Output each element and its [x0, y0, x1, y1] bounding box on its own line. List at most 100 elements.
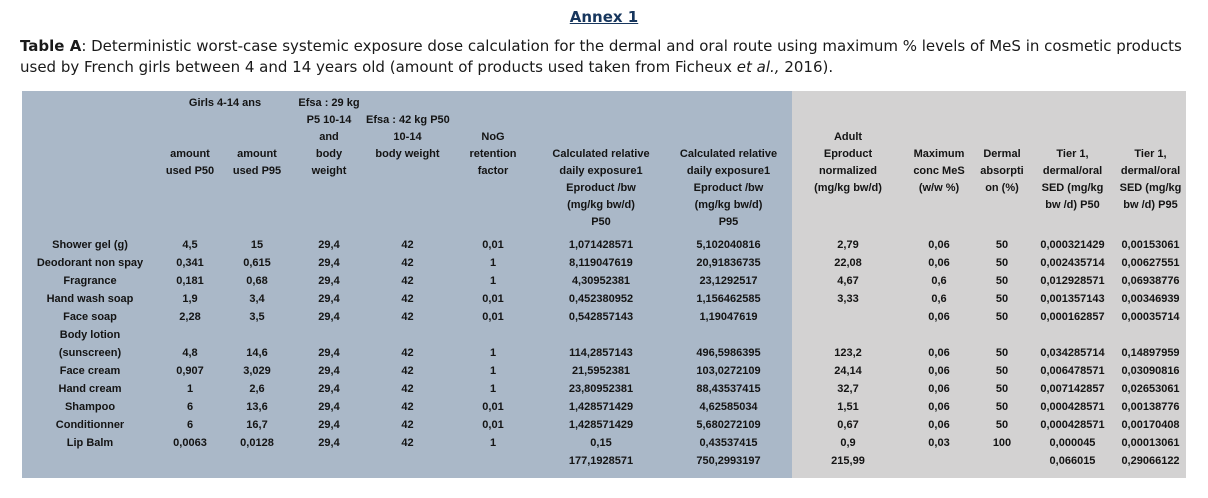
- value-cell: 0,06: [928, 257, 950, 269]
- value-cell: 4,5: [182, 239, 198, 251]
- value-cell: 0,341: [176, 257, 204, 269]
- value-cell: 0,006478571: [1040, 365, 1105, 377]
- value-cell: 42: [401, 275, 414, 287]
- value-cell: 50: [995, 419, 1009, 431]
- product-label: Face soap: [63, 311, 117, 323]
- header-amount-used-p95: amount used P95: [232, 148, 282, 177]
- value-cell: 2,28: [179, 311, 201, 323]
- value-cell: 4,62585034: [699, 401, 758, 413]
- value-cell: 0,06938776: [1121, 275, 1180, 287]
- header-adult-eproduct-normalized: Adult Eproduct normalized (mg/kg bw/d): [814, 131, 882, 194]
- value-cell: 0,012928571: [1040, 275, 1105, 287]
- value-cell: 42: [401, 347, 414, 359]
- value-cell: 4,8: [182, 347, 198, 359]
- header-tier1-sed-p50: Tier 1, dermal/oral SED (mg/kg bw /d) P5…: [1041, 148, 1104, 211]
- value-cell: 13,6: [246, 401, 268, 413]
- value-cell: 42: [401, 401, 414, 413]
- value-cell: 1: [489, 365, 497, 377]
- value-cell: 0,29066122: [1121, 455, 1180, 467]
- value-cell: 5,102040816: [696, 239, 761, 251]
- value-cell: 14,6: [246, 347, 268, 359]
- caption-italic: et al.,: [736, 58, 780, 76]
- value-cell: 42: [401, 239, 414, 251]
- value-cell: 0,00627551: [1121, 257, 1180, 269]
- value-cell: 0,002435714: [1040, 257, 1105, 269]
- value-cell: 1,071428571: [568, 239, 634, 251]
- value-cell: 3,33: [837, 293, 859, 305]
- value-cell: 6: [186, 401, 194, 413]
- value-cell: 1: [489, 383, 497, 395]
- value-cell: 750,2993197: [696, 455, 761, 467]
- header-maximum-conc-mes: Maximum conc MeS (w/w %): [913, 148, 965, 194]
- product-label: Face cream: [59, 365, 121, 377]
- value-cell: 0,03: [928, 437, 950, 449]
- value-cell: 42: [401, 293, 414, 305]
- value-cell: 29,4: [318, 275, 340, 287]
- row-shampoo: Shampoo 6 13,6 29,4 42 0,01 1,428571429 4,62585…: [22, 398, 1186, 416]
- value-cell: 0,000045: [1049, 437, 1096, 449]
- value-cell: 32,7: [837, 383, 859, 395]
- header-efsa-29kg-body-weight: Efsa : 29 kg P5 10-14 and body weight: [298, 97, 360, 177]
- value-cell: 6: [186, 419, 194, 431]
- value-cell: 0,00013061: [1121, 437, 1180, 449]
- value-cell: 0,06: [928, 347, 950, 359]
- value-cell: 1,9: [182, 293, 198, 305]
- value-cell: 0,007142857: [1040, 383, 1105, 395]
- value-cell: 0,00153061: [1121, 239, 1180, 251]
- value-cell: 42: [401, 257, 414, 269]
- value-cell: 123,2: [834, 347, 862, 359]
- value-cell: 1: [489, 257, 497, 269]
- exposure-table: Girls 4-14 ans amount used P50 amount use…: [22, 91, 1186, 478]
- product-label: Shower gel (g): [52, 239, 128, 251]
- value-cell: 0,06: [928, 365, 950, 377]
- header-nog-retention-factor: NoG retention factor: [469, 131, 517, 177]
- value-cell: 177,1928571: [568, 455, 634, 467]
- value-cell: 4,67: [837, 275, 859, 287]
- row-hand-cream: Hand cream 1 2,6 29,4 42 1 23,80952381 88,43537…: [22, 380, 1186, 398]
- value-cell: 0,43537415: [699, 437, 758, 449]
- value-cell: 29,4: [318, 419, 340, 431]
- value-cell: 0,001357143: [1040, 293, 1105, 305]
- value-cell: 0,01: [482, 401, 504, 413]
- value-cell: 29,4: [318, 311, 340, 323]
- value-cell: 2,79: [837, 239, 859, 251]
- row-deodorant: Deodorant non spay 0,341 0,615 29,4 42 1 8,119…: [22, 254, 1186, 272]
- value-cell: 50: [995, 347, 1009, 359]
- value-cell: 0,000428571: [1040, 419, 1105, 431]
- value-cell: 42: [401, 383, 414, 395]
- value-cell: 5,680272109: [696, 419, 761, 431]
- value-cell: 0,03090816: [1121, 365, 1180, 377]
- value-cell: 114,2857143: [569, 347, 633, 359]
- row-face-soap: Face soap 2,28 3,5 29,4 42 0,01 0,542857143 1,1…: [22, 308, 1186, 326]
- value-cell: 50: [995, 401, 1009, 413]
- value-cell: 8,119047619: [569, 257, 633, 269]
- value-cell: 29,4: [318, 239, 340, 251]
- value-cell: 0,9: [840, 437, 856, 449]
- value-cell: 0,00346939: [1121, 293, 1180, 305]
- value-cell: 0,0063: [173, 437, 207, 449]
- row-conditionner: Conditionner 6 16,7 29,4 42 0,01 1,428571429 5,…: [22, 416, 1186, 434]
- value-cell: 0,14897959: [1121, 347, 1180, 359]
- value-cell: 0,01: [482, 293, 504, 305]
- table-header: Girls 4-14 ans amount used P50 amount use…: [22, 91, 1186, 236]
- value-cell: 1,428571429: [568, 401, 634, 413]
- value-cell: 50: [995, 257, 1009, 269]
- value-cell: 0,00138776: [1121, 401, 1180, 413]
- value-cell: 1,156462585: [696, 293, 761, 305]
- value-cell: 1: [489, 275, 497, 287]
- row-total: 177,1928571 750,2993197 215,99 0,066015 0,29…: [22, 452, 1186, 470]
- value-cell: 29,4: [318, 401, 340, 413]
- value-cell: 0,000428571: [1040, 401, 1105, 413]
- product-label: Hand wash soap: [46, 293, 134, 305]
- value-cell: 29,4: [318, 257, 340, 269]
- value-cell: 21,5952381: [571, 365, 631, 377]
- value-cell: 0,615: [243, 257, 271, 269]
- header-calculated-exposure-p50: Calculated relative daily exposure1 Epro…: [552, 148, 650, 228]
- value-cell: 0,907: [176, 365, 204, 377]
- value-cell: 0,06: [928, 239, 950, 251]
- product-label: Hand cream: [58, 383, 122, 395]
- value-cell: 1: [186, 383, 194, 395]
- caption-label: Table A: [20, 37, 82, 55]
- value-cell: 0,00035714: [1121, 311, 1180, 323]
- value-cell: 0,034285714: [1040, 347, 1105, 359]
